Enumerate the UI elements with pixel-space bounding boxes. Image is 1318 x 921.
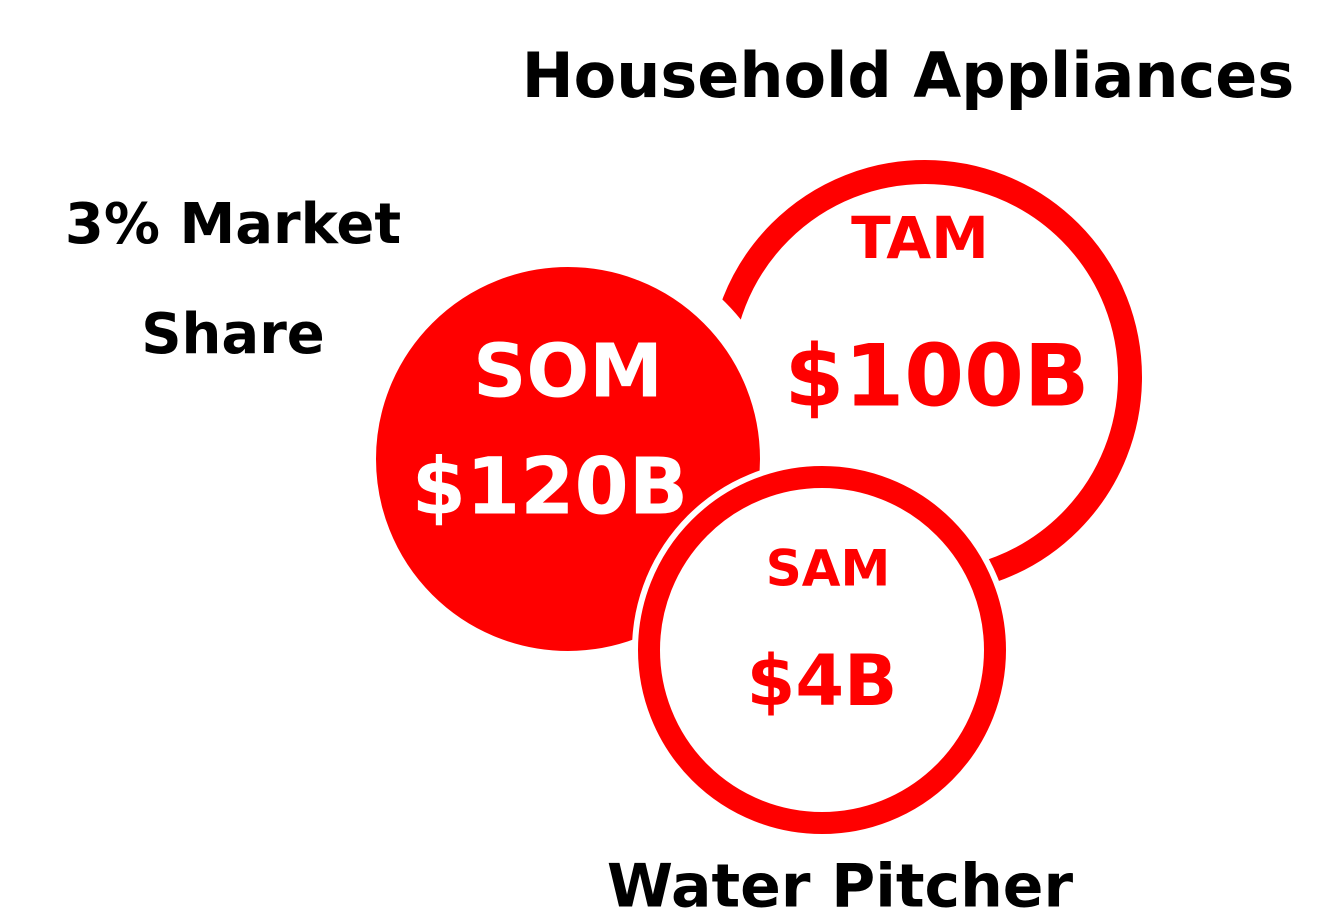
- caption: Water Pitcher: [607, 852, 1074, 921]
- tam-label: TAM: [851, 204, 989, 272]
- som-value: $120B: [412, 442, 689, 532]
- som-label: SOM: [473, 329, 663, 415]
- note-line: 3% Market: [65, 192, 401, 257]
- title: Household Appliances: [522, 39, 1294, 112]
- sam-value: $4B: [747, 640, 898, 722]
- note-line: Share: [141, 302, 325, 367]
- tam-value: $100B: [785, 326, 1090, 426]
- sam-ring: [638, 466, 1006, 834]
- sam-label: SAM: [766, 540, 890, 598]
